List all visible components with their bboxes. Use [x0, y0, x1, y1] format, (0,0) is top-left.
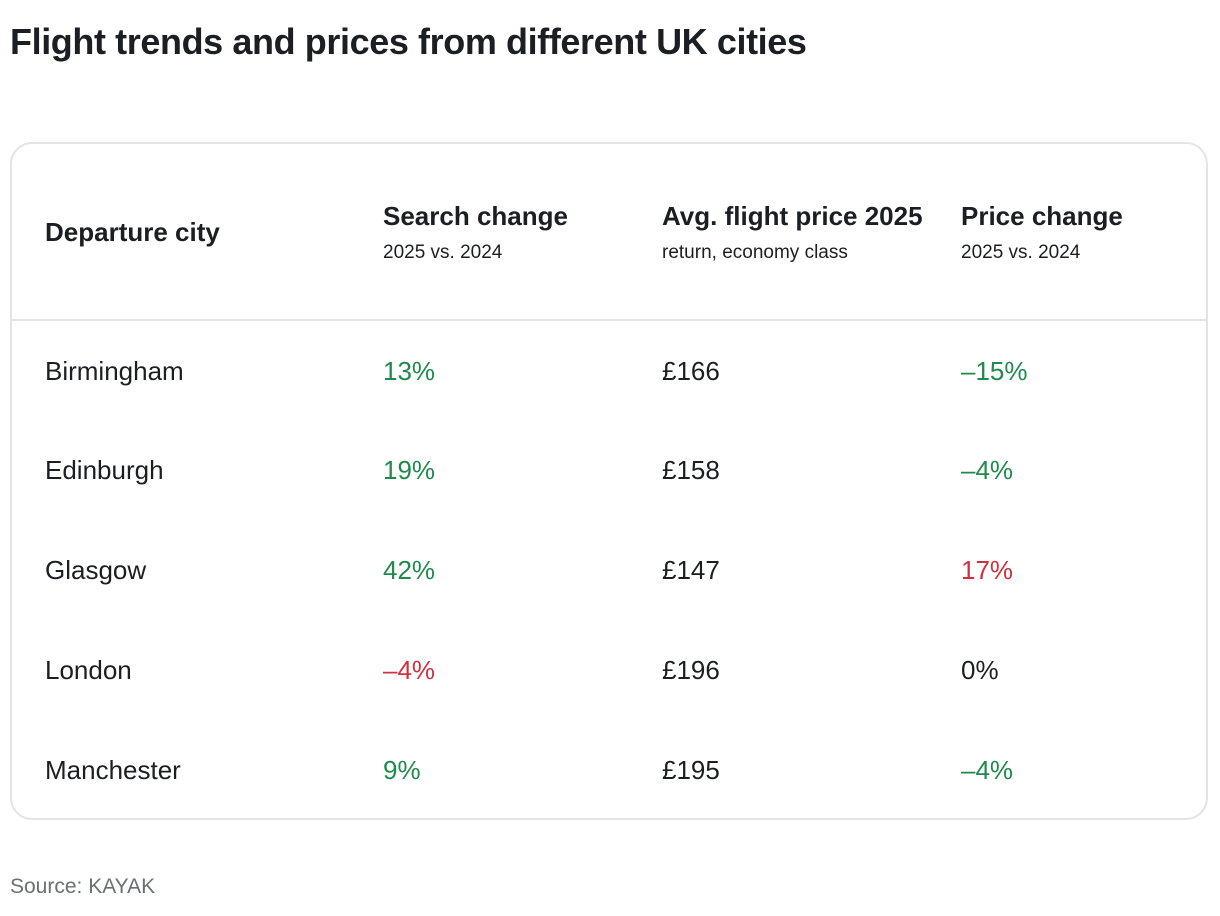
cell-departure-city: London — [45, 655, 132, 685]
cell-search-change: 19% — [383, 455, 436, 485]
header-avg-flight-price: Avg. flight price 2025 return, economy c… — [662, 144, 961, 320]
table-row: Birmingham 13% £166 –15% — [12, 320, 1206, 420]
header-search-change-label: Search change — [383, 200, 568, 231]
table-row: London –4% £196 0% — [12, 620, 1206, 720]
flight-trends-table: Departure city Search change 2025 vs. 20… — [12, 144, 1206, 818]
table-row: Manchester 9% £195 –4% — [12, 720, 1206, 818]
cell-departure-city: Glasgow — [45, 555, 147, 585]
header-price-change-label: Price change — [961, 200, 1123, 231]
cell-search-change: 9% — [383, 755, 421, 785]
header-departure-city-label: Departure city — [45, 216, 220, 247]
page-title: Flight trends and prices from different … — [10, 21, 807, 62]
cell-departure-city: Edinburgh — [45, 455, 164, 485]
cell-departure-city: Birmingham — [45, 355, 184, 386]
cell-price-change: –4% — [961, 455, 1014, 485]
source-note: Source: KAYAK — [10, 875, 156, 898]
cell-avg-flight-price: £196 — [662, 655, 720, 685]
cell-avg-flight-price: £147 — [662, 555, 720, 585]
header-price-change-sublabel: 2025 vs. 2024 — [961, 241, 1081, 263]
cell-search-change: 42% — [383, 555, 436, 585]
cell-avg-flight-price: £158 — [662, 455, 720, 485]
header-search-change-sublabel: 2025 vs. 2024 — [383, 241, 503, 263]
table-header: Departure city Search change 2025 vs. 20… — [12, 144, 1206, 320]
header-avg-flight-price-label: Avg. flight price 2025 — [662, 200, 923, 231]
header-price-change: Price change 2025 vs. 2024 — [961, 144, 1206, 320]
table-row: Glasgow 42% £147 17% — [12, 520, 1206, 620]
cell-departure-city: Manchester — [45, 755, 181, 785]
cell-price-change: –15% — [961, 355, 1028, 386]
cell-price-change: –4% — [961, 755, 1014, 785]
header-search-change: Search change 2025 vs. 2024 — [383, 144, 662, 320]
cell-price-change: 0% — [961, 655, 999, 685]
header-departure-city: Departure city — [12, 144, 383, 320]
table-body: Birmingham 13% £166 –15% Edinburgh 19% £… — [12, 320, 1206, 818]
cell-search-change: 13% — [383, 355, 436, 386]
cell-price-change: 17% — [961, 555, 1014, 585]
table-row: Edinburgh 19% £158 –4% — [12, 420, 1206, 520]
table-header-row: Departure city Search change 2025 vs. 20… — [12, 144, 1206, 320]
cell-avg-flight-price: £195 — [662, 755, 720, 785]
cell-search-change: –4% — [383, 655, 436, 685]
flight-trends-table-card: Departure city Search change 2025 vs. 20… — [10, 142, 1208, 820]
cell-avg-flight-price: £166 — [662, 355, 720, 386]
header-avg-flight-price-sublabel: return, economy class — [662, 241, 848, 263]
